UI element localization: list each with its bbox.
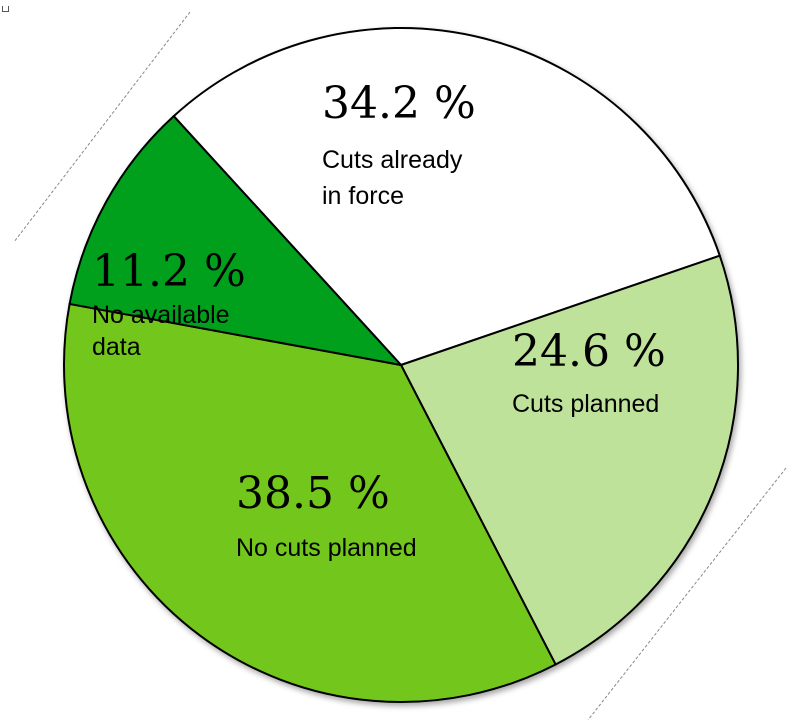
- slice-category-label: Cuts already: [322, 146, 463, 174]
- slice-percent-label: 38.5 %: [236, 468, 390, 519]
- slice-percent-label: 24.6 %: [512, 326, 666, 377]
- corner-mark: [2, 6, 9, 12]
- decorative-dashed-line: [587, 467, 787, 721]
- pie-slice: [68, 115, 402, 366]
- pie-slice: [400, 254, 739, 666]
- slice-percent-label: 34.2 %: [322, 78, 476, 129]
- decorative-dashed-line: [13, 11, 191, 243]
- slice-percent-label: 11.2 %: [92, 246, 246, 297]
- slice-category-label: No cuts planned: [236, 534, 417, 562]
- slice-category-label: data: [92, 333, 141, 361]
- pie-slice: [172, 27, 721, 366]
- slice-category-label: Cuts planned: [512, 390, 659, 418]
- pie-slice: [63, 302, 557, 703]
- slice-category-label: No available: [92, 301, 230, 329]
- slice-category-label: in force: [322, 182, 404, 210]
